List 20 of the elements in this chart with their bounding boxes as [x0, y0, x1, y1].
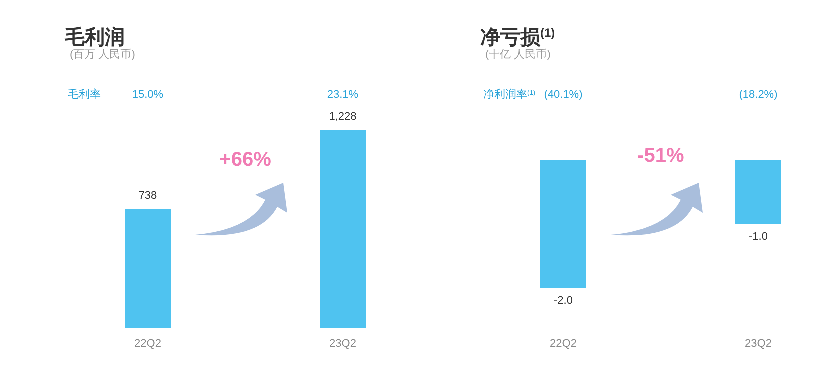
annotation: +66%: [220, 149, 272, 171]
chart-title: 净亏损$^{(1)}$: [480, 26, 556, 49]
text: (18.2%): [739, 89, 778, 101]
data-label: 1,228: [329, 111, 357, 123]
text: 净利润率$^{(1)}$: [484, 88, 536, 101]
x-tick-label: 22Q2: [134, 338, 162, 350]
chart-title: 毛利润: [64, 26, 125, 49]
text: 23.1%: [327, 89, 359, 101]
text: 15.0%: [132, 89, 164, 101]
chart-subtitle: (十亿 人民币): [486, 48, 551, 61]
x-tick-label: 23Q2: [330, 338, 356, 350]
annotation: -51%: [638, 145, 685, 167]
x-tick-label: 22Q2: [550, 338, 577, 350]
data-label: -2.0: [554, 295, 573, 307]
data-label: -1.0: [749, 231, 768, 243]
text: (40.1%): [544, 89, 583, 101]
x-tick-label: 23Q2: [745, 338, 772, 350]
data-label: 738: [138, 190, 158, 202]
text: 毛利率: [68, 88, 101, 101]
chart-subtitle: (百万 人民币): [70, 48, 136, 61]
